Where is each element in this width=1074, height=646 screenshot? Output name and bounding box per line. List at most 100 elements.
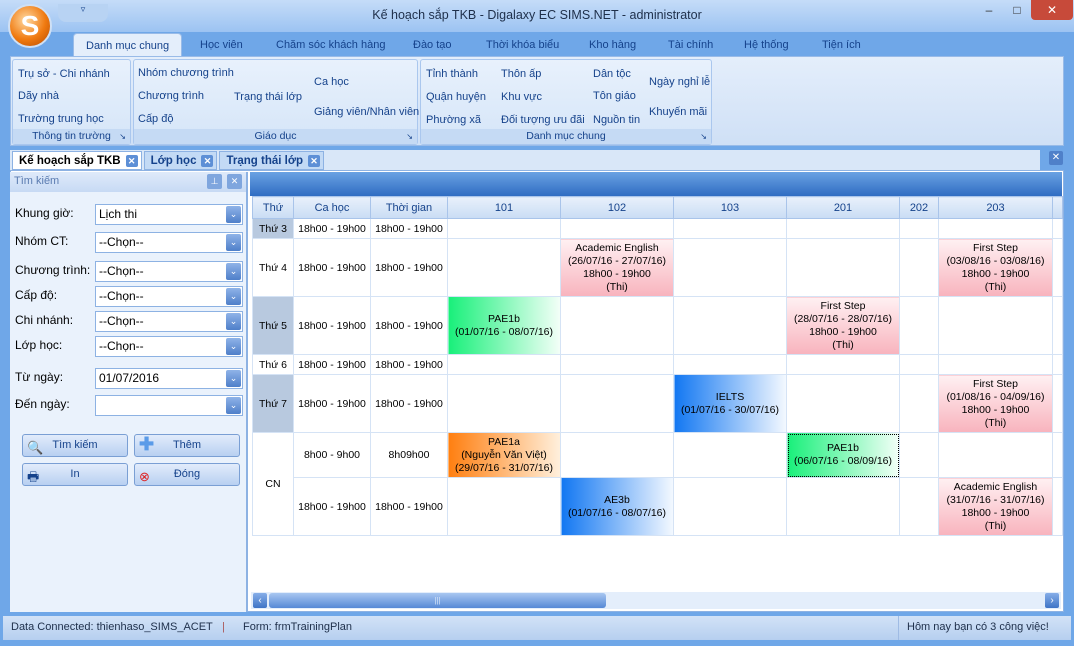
chevron-down-icon[interactable]: ⌄: [226, 234, 241, 251]
ribbon-item[interactable]: Cấp độ: [138, 113, 174, 125]
column-header[interactable]: 203: [938, 196, 1053, 219]
pin-icon[interactable]: ⊥: [207, 174, 222, 189]
schedule-event[interactable]: PAE1b (06/07/16 - 08/09/16): [786, 432, 900, 478]
empty-slot[interactable]: [673, 218, 787, 239]
tab-tien-ich[interactable]: Tiện ích: [822, 39, 861, 51]
field-combo[interactable]: --Chọn-- ⌄: [95, 311, 243, 332]
close-tab-icon[interactable]: ✕: [125, 154, 138, 167]
empty-slot[interactable]: [447, 218, 561, 239]
ribbon-item[interactable]: Giảng viên/Nhân viên: [314, 106, 420, 118]
empty-slot[interactable]: [560, 432, 674, 478]
empty-slot[interactable]: [899, 354, 939, 375]
empty-slot[interactable]: [673, 238, 787, 297]
empty-slot[interactable]: [786, 218, 900, 239]
ribbon-item[interactable]: Quận huyện: [426, 91, 486, 103]
tab-kho-hang[interactable]: Kho hàng: [589, 39, 637, 51]
dialog-launcher-icon[interactable]: ↘: [119, 132, 126, 141]
tab-he-thong[interactable]: Hệ thống: [744, 39, 789, 51]
schedule-event[interactable]: Academic English (26/07/16 - 27/07/16) 18h…: [560, 238, 674, 297]
empty-slot[interactable]: [673, 354, 787, 375]
empty-slot[interactable]: [673, 432, 787, 478]
field-combo[interactable]: --Chọn-- ⌄: [95, 261, 243, 282]
field-combo[interactable]: --Chọn-- ⌄: [95, 286, 243, 307]
close-window-button[interactable]: ✕: [1031, 0, 1073, 20]
column-header[interactable]: 103: [673, 196, 787, 219]
field-combo[interactable]: Lịch thi ⌄: [95, 204, 243, 225]
close-all-tabs-icon[interactable]: ✕: [1049, 151, 1063, 165]
ribbon-item[interactable]: Khuyến mãi: [649, 106, 708, 118]
column-header[interactable]: Thời gian: [370, 196, 448, 219]
empty-slot[interactable]: [447, 238, 561, 297]
empty-slot[interactable]: [560, 354, 674, 375]
empty-slot[interactable]: [673, 477, 787, 536]
column-header[interactable]: 201: [786, 196, 900, 219]
ribbon-item[interactable]: Dân tộc: [593, 68, 631, 80]
add-button[interactable]: ✚ Thêm: [134, 434, 240, 457]
empty-slot[interactable]: [899, 296, 939, 355]
empty-slot[interactable]: [899, 238, 939, 297]
empty-slot[interactable]: [447, 477, 561, 536]
ribbon-item[interactable]: Trường trung học: [18, 113, 104, 125]
ribbon-item[interactable]: Nguồn tin: [593, 114, 641, 126]
empty-slot[interactable]: [938, 296, 1053, 355]
close-tab-icon[interactable]: ✕: [308, 154, 321, 167]
ribbon-item[interactable]: Thôn ấp: [501, 68, 542, 80]
empty-slot[interactable]: [899, 477, 939, 536]
empty-slot[interactable]: [899, 432, 939, 478]
empty-slot[interactable]: [673, 296, 787, 355]
schedule-event[interactable]: AE3b (01/07/16 - 08/07/16): [560, 477, 674, 536]
minimize-button[interactable]: –: [985, 3, 993, 17]
field-combo[interactable]: --Chọn-- ⌄: [95, 232, 243, 253]
ribbon-item[interactable]: Khu vực: [501, 91, 542, 103]
close-panel-icon[interactable]: ✕: [227, 174, 242, 189]
field-combo[interactable]: 01/07/2016 ⌄: [95, 368, 243, 389]
ribbon-item[interactable]: Đối tượng ưu đãi: [501, 114, 585, 126]
schedule-event[interactable]: PAE1a (Nguyễn Văn Việt) (29/07/16 - 31/07/…: [447, 432, 561, 478]
tab-tai-chinh[interactable]: Tài chính: [668, 39, 714, 51]
empty-slot[interactable]: [938, 218, 1053, 239]
empty-slot[interactable]: [786, 374, 900, 433]
tab-cham-soc-khach-hang[interactable]: Chăm sóc khách hàng: [276, 39, 386, 51]
ribbon-item[interactable]: Phường xã: [426, 114, 481, 126]
ribbon-item[interactable]: Trạng thái lớp: [234, 91, 302, 103]
chevron-down-icon[interactable]: ⌄: [226, 370, 241, 387]
dialog-launcher-icon[interactable]: ↘: [406, 132, 413, 141]
chevron-down-icon[interactable]: ⌄: [226, 397, 241, 414]
ribbon-item[interactable]: Dãy nhà: [18, 90, 59, 102]
doc-tab-trang-thai-lop[interactable]: Trạng thái lớp ✕: [219, 151, 325, 170]
ribbon-item[interactable]: Nhóm chương trình: [138, 67, 234, 79]
empty-slot[interactable]: [786, 238, 900, 297]
ribbon-item[interactable]: Tỉnh thành: [426, 68, 478, 80]
task-notice[interactable]: Hôm nay bạn có 3 công việc!: [898, 616, 1049, 640]
ribbon-item[interactable]: Tôn giáo: [593, 90, 636, 102]
horizontal-scrollbar[interactable]: ‹ ||| ›: [251, 592, 1061, 609]
column-header[interactable]: Ca học: [293, 196, 371, 219]
tab-dao-tao[interactable]: Đào tạo: [413, 39, 452, 51]
empty-slot[interactable]: [786, 354, 900, 375]
chevron-down-icon[interactable]: ⌄: [226, 288, 241, 305]
chevron-down-icon[interactable]: ⌄: [226, 206, 241, 223]
app-logo[interactable]: S: [8, 4, 52, 48]
column-header[interactable]: 101: [447, 196, 561, 219]
doc-tab-lop-hoc[interactable]: Lớp học ✕: [143, 151, 218, 170]
chevron-down-icon[interactable]: ⌄: [226, 338, 241, 355]
empty-slot[interactable]: [899, 218, 939, 239]
field-combo[interactable]: ⌄: [95, 395, 243, 416]
ribbon-item[interactable]: Ca học: [314, 76, 349, 88]
empty-slot[interactable]: [560, 296, 674, 355]
print-button[interactable]: 🖶 In: [22, 463, 128, 486]
scroll-thumb[interactable]: |||: [269, 593, 606, 608]
chevron-down-icon[interactable]: ⌄: [226, 313, 241, 330]
ribbon-item[interactable]: Chương trình: [138, 90, 204, 102]
empty-slot[interactable]: [938, 354, 1053, 375]
maximize-button[interactable]: □: [1013, 3, 1021, 17]
empty-slot[interactable]: [786, 477, 900, 536]
dialog-launcher-icon[interactable]: ↘: [700, 132, 707, 141]
field-combo[interactable]: --Chọn-- ⌄: [95, 336, 243, 357]
doc-tab-ke-hoach-sap-tkb[interactable]: Kế hoạch sắp TKB ✕: [12, 151, 142, 170]
column-header[interactable]: Thứ: [252, 196, 294, 219]
schedule-event[interactable]: Academic English (31/07/16 - 31/07/16) 18h…: [938, 477, 1053, 536]
empty-slot[interactable]: [447, 374, 561, 433]
empty-slot[interactable]: [938, 432, 1053, 478]
tab-thoi-khoa-bieu[interactable]: Thời khóa biểu: [486, 39, 560, 51]
